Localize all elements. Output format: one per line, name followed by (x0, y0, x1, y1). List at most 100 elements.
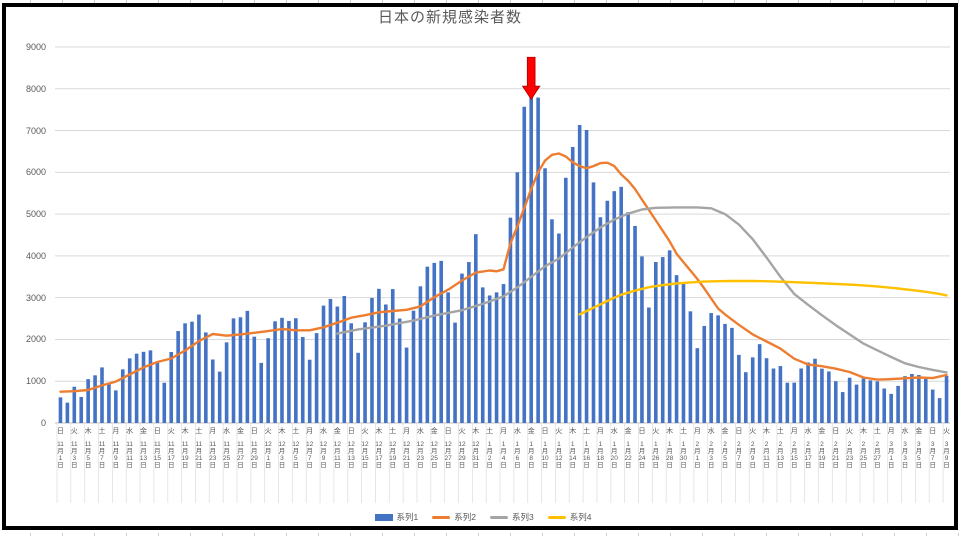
bar-day-46[interactable] (377, 288, 381, 423)
bar-day-41[interactable] (342, 295, 347, 423)
bar-day-86[interactable] (653, 262, 658, 423)
bar-day-26[interactable] (238, 317, 243, 423)
bar-day-112[interactable] (833, 381, 838, 423)
chart-object-frame[interactable] (2, 3, 958, 530)
bar-day-125[interactable] (923, 379, 928, 423)
bar-day-33[interactable] (287, 320, 291, 423)
bar-day-76[interactable] (584, 129, 589, 423)
bar-day-84[interactable] (640, 256, 644, 423)
bar-day-35[interactable] (300, 337, 305, 423)
bar-day-6[interactable] (100, 367, 104, 423)
line-series-4[interactable] (578, 279, 948, 316)
bar-day-94[interactable] (709, 313, 713, 423)
bar-day-67[interactable] (522, 106, 527, 424)
bar-day-66[interactable] (515, 172, 520, 423)
bar-day-7[interactable] (107, 383, 111, 423)
bar-day-85[interactable] (647, 307, 651, 423)
bar-day-20[interactable] (197, 314, 201, 423)
bar-day-12[interactable] (141, 351, 146, 423)
bar-day-68[interactable] (529, 93, 533, 424)
bar-day-5[interactable] (93, 375, 97, 423)
line-series-3[interactable] (336, 206, 948, 374)
bar-day-22[interactable] (210, 359, 215, 423)
bar-day-73[interactable] (564, 177, 568, 423)
bar-day-123[interactable] (910, 373, 914, 423)
bar-day-14[interactable] (155, 362, 160, 423)
bar-day-65[interactable] (508, 217, 513, 423)
bar-day-18[interactable] (183, 323, 187, 423)
bar-day-15[interactable] (162, 382, 167, 423)
bar-day-37[interactable] (314, 333, 319, 423)
bar-day-69[interactable] (536, 97, 540, 423)
bar-day-78[interactable] (598, 217, 603, 423)
bar-day-97[interactable] (730, 327, 734, 423)
bar-day-52[interactable] (418, 286, 423, 423)
bar-day-28[interactable] (252, 336, 257, 423)
bar-day-27[interactable] (245, 310, 250, 423)
bar-day-93[interactable] (702, 325, 707, 423)
bar-day-109[interactable] (813, 358, 817, 423)
bar-day-48[interactable] (390, 289, 395, 423)
bar-day-23[interactable] (217, 371, 222, 423)
bar-day-119[interactable] (882, 388, 887, 423)
chart-legend[interactable]: 系列1 系列2 系列3 系列4 (0, 509, 966, 525)
bar-day-92[interactable] (695, 348, 700, 423)
bar-day-55[interactable] (439, 260, 443, 423)
bar-day-60[interactable] (474, 234, 478, 423)
bar-day-77[interactable] (591, 182, 596, 423)
bar-day-127[interactable] (937, 398, 942, 423)
bar-day-114[interactable] (847, 377, 852, 423)
bar-day-111[interactable] (827, 371, 831, 423)
bar-day-1[interactable] (65, 402, 70, 423)
bar-day-90[interactable] (681, 283, 686, 423)
bar-day-63[interactable] (494, 292, 499, 423)
legend-item-series4[interactable]: 系列4 (547, 511, 591, 523)
bar-day-75[interactable] (577, 124, 582, 423)
bar-day-17[interactable] (176, 331, 180, 423)
bar-day-36[interactable] (307, 359, 312, 423)
bar-day-74[interactable] (570, 146, 575, 423)
bar-day-32[interactable] (280, 317, 284, 423)
bar-day-38[interactable] (321, 305, 326, 423)
bar-day-107[interactable] (799, 368, 803, 423)
bar-day-95[interactable] (716, 315, 720, 423)
bar-day-120[interactable] (889, 393, 893, 423)
bar-day-16[interactable] (169, 352, 174, 423)
bar-day-40[interactable] (335, 306, 340, 423)
bar-day-50[interactable] (404, 347, 409, 423)
bar-day-116[interactable] (861, 378, 866, 423)
bar-day-24[interactable] (224, 342, 229, 423)
bar-day-103[interactable] (771, 368, 776, 423)
bar-day-128[interactable] (944, 375, 949, 423)
bar-day-43[interactable] (356, 352, 360, 423)
bar-day-59[interactable] (467, 262, 471, 423)
bar-day-47[interactable] (384, 304, 388, 423)
bar-day-19[interactable] (190, 321, 194, 423)
bar-day-71[interactable] (550, 219, 554, 423)
bar-day-9[interactable] (120, 369, 125, 423)
bar-day-122[interactable] (903, 376, 907, 423)
bar-day-81[interactable] (619, 186, 623, 423)
bar-day-105[interactable] (785, 382, 790, 423)
bar-day-13[interactable] (148, 350, 153, 423)
bar-day-79[interactable] (605, 200, 610, 423)
bar-day-91[interactable] (688, 311, 693, 423)
bar-day-21[interactable] (204, 332, 208, 423)
bar-day-101[interactable] (757, 344, 762, 423)
bar-day-104[interactable] (778, 366, 783, 423)
bar-day-10[interactable] (127, 358, 132, 423)
bar-day-118[interactable] (875, 381, 880, 423)
bar-day-25[interactable] (231, 318, 236, 423)
bar-day-62[interactable] (487, 295, 492, 423)
bar-day-30[interactable] (266, 338, 270, 423)
bar-day-80[interactable] (612, 191, 617, 423)
bar-day-4[interactable] (86, 379, 90, 423)
bar-day-72[interactable] (557, 233, 561, 423)
bar-day-8[interactable] (114, 390, 118, 423)
bar-day-56[interactable] (446, 292, 450, 423)
bar-day-2[interactable] (72, 386, 77, 423)
bar-day-106[interactable] (792, 382, 797, 423)
bar-day-108[interactable] (806, 362, 810, 423)
legend-item-series3[interactable]: 系列3 (490, 511, 534, 523)
